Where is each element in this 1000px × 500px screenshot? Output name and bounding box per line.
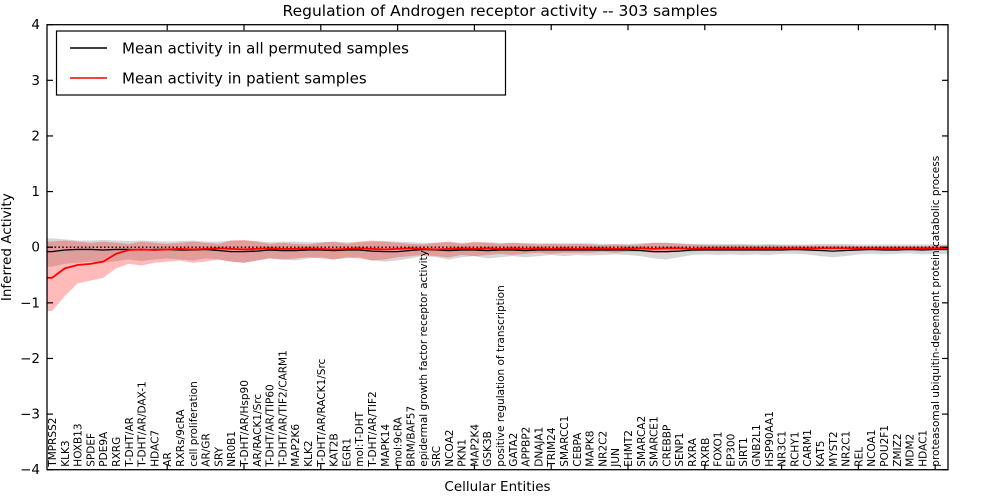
x-category-label: MYST2 <box>828 431 840 466</box>
x-category-label: EHMT2 <box>623 430 635 467</box>
x-category-label: RXRs/9cRA <box>175 409 187 467</box>
x-category-label: KLK3 <box>60 440 72 466</box>
x-category-label: NR3C1 <box>777 431 789 467</box>
x-category-label: BRM/BAF57 <box>405 406 417 467</box>
x-category-label: GSK3B <box>482 431 494 467</box>
x-category-label: T-DHT/AR/Hsp90 <box>239 380 251 468</box>
x-category-label: KAT2B <box>329 433 341 466</box>
x-category-label: RXRG <box>111 437 123 467</box>
x-category-label: JUN <box>610 448 622 468</box>
x-category-label: CEBPA <box>572 432 584 467</box>
x-category-label: NCOA1 <box>866 430 878 467</box>
y-tick-label: 4 <box>31 17 40 33</box>
x-category-label: RXRA <box>687 437 699 466</box>
x-category-label: EGR1 <box>341 438 353 467</box>
x-category-label: CREBBP <box>661 425 673 467</box>
x-category-label: MAPK8 <box>585 431 597 467</box>
x-category-label: AR/RACK1/Src <box>252 394 264 467</box>
x-category-label: MAP2K4 <box>469 424 481 467</box>
x-category-label: proteasomal ubiquitin-dependent protein … <box>930 156 942 467</box>
y-tick-label: 0 <box>31 240 40 256</box>
x-category-label: NR2C1 <box>841 431 853 467</box>
x-category-label: NCOA2 <box>444 430 456 467</box>
legend-label-permuted: Mean activity in all permuted samples <box>122 40 409 58</box>
x-category-label: T-DHT/AR/TIF2/CARM1 <box>277 350 289 468</box>
y-tick-label: −3 <box>20 407 40 423</box>
x-category-label: SMARCE1 <box>649 416 661 466</box>
x-category-label: PKN1 <box>457 439 469 467</box>
x-category-label: MAP2K6 <box>290 424 302 467</box>
x-axis-title: Cellular Entities <box>444 479 550 495</box>
x-category-label: T-DHT/AR/TIP60 <box>265 384 277 467</box>
x-category-label: MAPK14 <box>380 424 392 467</box>
y-tick-label: −4 <box>20 462 40 478</box>
chart-title: Regulation of Androgen receptor activity… <box>282 2 718 20</box>
patient-mean-line <box>47 247 948 279</box>
x-category-label: TMPRSS2 <box>47 418 59 468</box>
x-category-label: MDM2 <box>905 434 917 467</box>
x-category-label: mol:9cRA <box>393 416 405 466</box>
x-category-label: positive regulation of transcription <box>495 285 507 466</box>
x-category-label: APPBP2 <box>521 427 533 467</box>
x-category-label: POU2F1 <box>879 425 891 467</box>
y-tick-label: 2 <box>31 128 40 144</box>
x-category-label: SPDEF <box>85 433 97 467</box>
x-category-label: CARM1 <box>802 429 814 467</box>
x-category-label: DNAJA1 <box>533 427 545 467</box>
x-category-label: RXRB <box>700 438 712 467</box>
x-category-label: T-DHT/AR/DAX-1 <box>137 381 149 467</box>
x-category-label: HDAC1 <box>917 430 929 467</box>
x-category-label: REL <box>853 447 865 467</box>
y-tick-label: 1 <box>31 184 40 200</box>
x-category-label: SENP1 <box>674 433 686 467</box>
x-category-label: KLK2 <box>303 440 315 466</box>
permuted-band <box>47 238 948 267</box>
x-category-label: NR0B1 <box>226 431 238 467</box>
y-tick-label: −1 <box>20 295 40 311</box>
x-category-label: FOXO1 <box>713 432 725 467</box>
x-category-label: RCHY1 <box>789 432 801 467</box>
x-category-label: HSP90AA1 <box>764 411 776 467</box>
x-category-label: PDE9A <box>98 431 110 467</box>
x-category-label: mol:T-DHT <box>354 411 366 466</box>
x-category-label: epidermal growth factor receptor activit… <box>418 250 430 467</box>
x-category-label: SMARCA2 <box>636 416 648 467</box>
x-category-label: GATA2 <box>508 433 520 467</box>
y-tick-label: −2 <box>20 351 40 367</box>
x-category-label: SRC <box>431 446 443 467</box>
x-category-label: AR <box>162 452 174 466</box>
y-tick-label: 3 <box>31 73 40 89</box>
x-category-label: cell proliferation <box>188 381 200 466</box>
x-category-label: NR2C2 <box>597 431 609 467</box>
x-category-label: TRIM24 <box>546 427 558 468</box>
x-category-label: HOXB13 <box>73 423 85 466</box>
x-category-label: AR/GR <box>201 433 213 466</box>
x-category-label: SIRT1 <box>738 437 750 466</box>
x-category-label: T-DHT/AR <box>124 417 136 468</box>
y-axis-title: Inferred Activity <box>0 193 15 301</box>
x-category-label: ZMIZ2 <box>892 433 904 466</box>
x-category-label: SMARCC1 <box>559 416 571 467</box>
x-category-label: T-DHT/AR/RACK1/Src <box>316 358 328 467</box>
x-category-label: HDAC7 <box>149 430 161 467</box>
x-category-label: GNB2L1 <box>751 424 763 466</box>
x-category-label: EP300 <box>725 434 737 467</box>
legend-box <box>55 30 507 96</box>
x-category-label: T-DHT/AR/TIF2 <box>367 391 379 467</box>
patient-band <box>47 239 948 312</box>
x-category-label: KAT5 <box>815 441 827 467</box>
x-category-label: SRY <box>213 446 225 466</box>
legend-label-patient: Mean activity in patient samples <box>122 70 367 88</box>
